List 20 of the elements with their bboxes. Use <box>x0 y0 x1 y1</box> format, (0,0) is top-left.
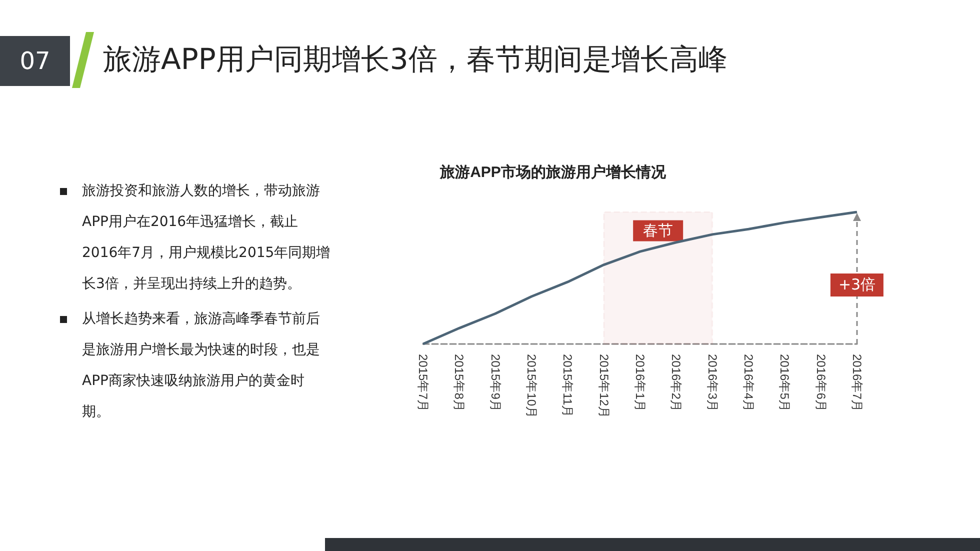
x-tick-label: 2016年4月 <box>742 354 756 412</box>
annotation: +3倍 <box>830 273 884 296</box>
x-tick-label: 2016年5月 <box>778 354 792 412</box>
chart-title: 旅游APP用户同期增长3倍，春节期间是增长高峰 <box>103 41 728 78</box>
text: 从增长趋势来看，旅游高峰季春节前后是旅游用户增长最为快速的时段，也是APP商家快速吸纳旅游用户的黄金时期。 <box>82 310 321 422</box>
x-tick-label: 2016年2月 <box>669 354 684 412</box>
text: 旅游投资和旅游人数的增长，带动旅游APP用户在2016年迅猛增长，截止2016年7月，用户规模比2015年同期增长3倍，并呈现出持续上升的趋势。 <box>82 182 332 294</box>
x-tick-label: 2015年7月 <box>416 354 430 412</box>
x-tick-label: 2016年6月 <box>814 354 828 412</box>
x-tick-label: 2016年7月 <box>850 354 864 412</box>
x-tick-label: 2015年8月 <box>452 354 466 412</box>
x-tick-label: 2015年12月 <box>596 354 611 418</box>
x-tick-label: 2015年9月 <box>488 354 502 412</box>
text: 07 <box>0 36 70 86</box>
x-tick-label: 2015年10月 <box>524 354 538 418</box>
x-tick-label: 2016年3月 <box>705 354 720 412</box>
chart-subtitle: 旅游APP市场的旅游用户增长情况 <box>439 163 667 181</box>
band-label: 春节 <box>643 222 674 240</box>
x-tick-label: 2015年11月 <box>560 354 575 418</box>
x-tick-label: 2016年1月 <box>633 354 647 412</box>
